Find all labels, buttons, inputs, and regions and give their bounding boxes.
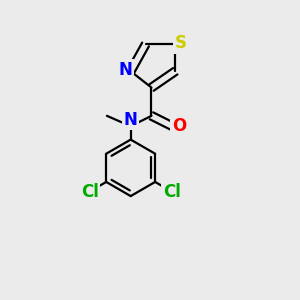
Text: N: N [118, 61, 132, 79]
Text: Cl: Cl [81, 183, 99, 201]
Text: Cl: Cl [163, 183, 181, 201]
Text: S: S [175, 34, 187, 52]
Text: O: O [172, 117, 186, 135]
Text: N: N [124, 111, 138, 129]
